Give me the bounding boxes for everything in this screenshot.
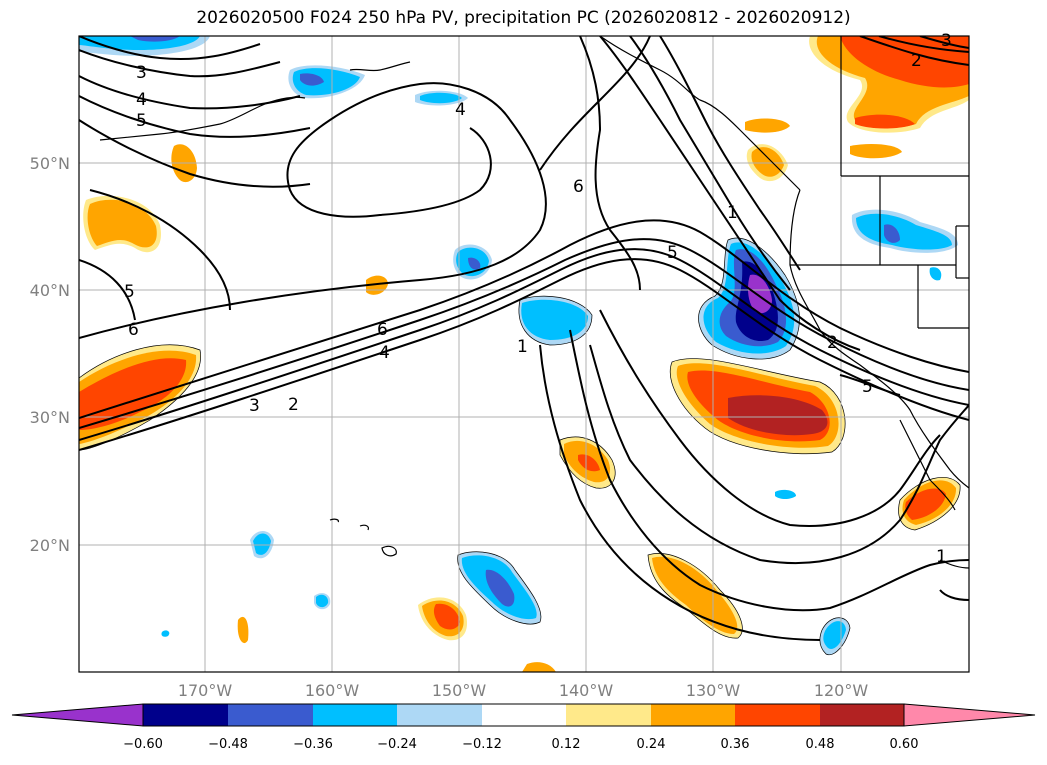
colorbar-tick-label: 0.36	[721, 737, 750, 752]
precip-negative-south	[161, 489, 850, 655]
colorbar-outline	[142, 703, 905, 727]
colorbar-tick-label: −0.60	[123, 737, 163, 752]
colorbar-extend-high	[903, 703, 1036, 727]
colorbar-tick-label: −0.24	[377, 737, 417, 752]
precip-positive-west	[79, 144, 388, 450]
colorbar-segment	[566, 704, 651, 726]
latitude-labels: 50°N 40°N 30°N 20°N	[30, 154, 70, 555]
colorbar-segment	[228, 704, 313, 726]
contour-label: 5	[667, 243, 678, 263]
lat-label: 20°N	[30, 536, 70, 555]
contour-label: 1	[517, 337, 528, 357]
lon-label: 160°W	[305, 681, 360, 700]
contour-label: 6	[573, 177, 584, 197]
contour-label: 4	[379, 343, 390, 363]
colorbar-tick-label: 0.24	[637, 737, 666, 752]
contour-label: 4	[455, 100, 466, 120]
lon-label: 130°W	[686, 681, 741, 700]
contour-label: 2	[911, 51, 922, 71]
colorbar-segment	[735, 704, 820, 726]
lat-label: 30°N	[30, 408, 70, 427]
colorbar-segment	[313, 704, 397, 726]
colorbar-tick-label: −0.12	[462, 737, 502, 752]
lon-label: 170°W	[178, 681, 233, 700]
lat-label: 40°N	[30, 281, 70, 300]
colorbar-extend-low	[11, 703, 144, 727]
colorbar-segment	[143, 704, 228, 726]
contour-label: 3	[249, 396, 260, 416]
contour-label: 2	[288, 395, 299, 415]
contour-label: 6	[128, 320, 139, 340]
precip-negative-north	[79, 36, 468, 106]
lat-label: 50°N	[30, 154, 70, 173]
lon-label: 150°W	[432, 681, 487, 700]
precipitation-fill-layer	[79, 36, 969, 672]
colorbar-segment	[651, 704, 735, 726]
lon-label: 140°W	[559, 681, 614, 700]
colorbar: −0.60 −0.48 −0.36 −0.24 −0.12 0.12 0.24 …	[11, 703, 1036, 752]
lon-label: 120°W	[814, 681, 869, 700]
contour-label: 6	[377, 320, 388, 340]
colorbar-tick-label: 0.48	[806, 737, 835, 752]
colorbar-tick-label: −0.36	[293, 737, 333, 752]
precip-outlines	[79, 237, 961, 656]
colorbar-segment	[820, 704, 904, 726]
contour-label: 5	[862, 377, 873, 397]
contour-label: 1	[936, 547, 947, 567]
coastlines	[99, 36, 969, 569]
contour-label: 3	[136, 63, 147, 83]
colorbar-tick-label: −0.48	[208, 737, 248, 752]
contour-label: 5	[136, 111, 147, 131]
contour-labels: 3 4 5 5 6 6 4 3 2 1 6 4 1 5 2 5 2 3 1	[124, 31, 952, 567]
colorbar-segment	[482, 704, 566, 726]
contour-label: 3	[941, 31, 952, 51]
colorbar-tick-label: 0.60	[890, 737, 919, 752]
map-frame	[78, 35, 970, 673]
longitude-labels: 170°W 160°W 150°W 140°W 130°W 120°W	[178, 681, 869, 700]
map-title: 2026020500 F024 250 hPa PV, precipitatio…	[196, 8, 851, 28]
contour-label: 2	[827, 333, 838, 353]
contour-label: 4	[136, 90, 147, 110]
colorbar-segment	[397, 704, 482, 726]
pv-contours	[79, 36, 969, 641]
colorbar-tick-label: 0.12	[552, 737, 581, 752]
precip-positive-east-pacific	[670, 358, 846, 454]
contour-label: 1	[727, 203, 738, 223]
contour-label: 5	[124, 282, 135, 302]
